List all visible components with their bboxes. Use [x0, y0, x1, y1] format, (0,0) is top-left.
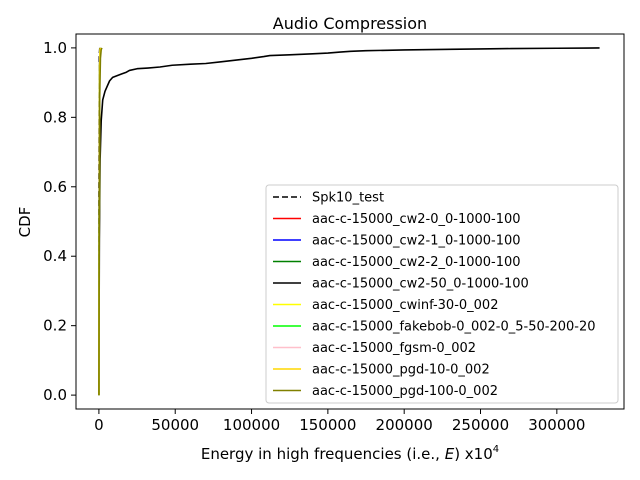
x-tick-label: 0: [94, 416, 104, 434]
x-tick-label: 200000: [376, 416, 433, 434]
x-tick-label: 150000: [299, 416, 356, 434]
y-axis-label: CDF: [16, 207, 34, 238]
x-tick-label: 50000: [151, 416, 199, 434]
legend-label: aac-c-15000_fgsm-0_002: [312, 341, 476, 356]
series-layer: [98, 47, 600, 396]
y-tick-label: 0.0: [43, 386, 67, 404]
legend-label: aac-c-15000_pgd-100-0_002: [312, 384, 498, 399]
x-axis-label: Energy in high frequencies (i.e., E) x10…: [201, 444, 499, 463]
axes-frame: [75, 33, 625, 410]
chart-title: Audio Compression: [273, 14, 427, 33]
legend: Spk10_test aac-c-15000_cw2-0_0-1000-100aa…: [265, 184, 619, 404]
series-line-10: [98, 47, 103, 396]
x-axis-ticks: 0 50000 100000 150000 200000 250000 300000: [94, 409, 585, 434]
legend-label: aac-c-15000_cw2-2_0-1000-100: [312, 255, 521, 270]
y-tick-label: 0.8: [43, 108, 67, 126]
legend-label: aac-c-15000_cw2-1_0-1000-100: [312, 234, 521, 249]
y-tick-label: 0.6: [43, 178, 67, 196]
y-tick-label: 0.2: [43, 317, 67, 335]
x-axis-label-main: Energy in high frequencies (i.e.,: [201, 445, 445, 463]
x-tick-label: 100000: [223, 416, 280, 434]
y-tick-label: 1.0: [43, 39, 67, 57]
x-axis-label-tail: ) x10: [454, 445, 493, 463]
legend-label: aac-c-15000_cw2-0_0-1000-100: [312, 212, 521, 227]
y-tick-label: 0.4: [43, 247, 67, 265]
x-axis-label-variable: E: [445, 445, 455, 463]
legend-label: aac-c-15000_pgd-10-0_002: [312, 363, 490, 378]
x-tick-label: 250000: [452, 416, 509, 434]
series-line-5: [98, 47, 600, 396]
legend-frame: [265, 184, 619, 404]
legend-label: Spk10_test: [312, 191, 384, 206]
legend-label: aac-c-15000_fakebob-0_002-0_5-50-200-20: [312, 320, 596, 335]
x-tick-label: 300000: [528, 416, 585, 434]
legend-label: aac-c-15000_cwinf-30-0_002: [312, 298, 498, 313]
plot-area: [75, 33, 625, 410]
x-axis-label-exponent: 4: [493, 444, 499, 455]
y-axis-ticks: 0.0 0.2 0.4 0.6 0.8 1.0: [43, 39, 76, 404]
legend-label: aac-c-15000_cw2-50_0-1000-100: [312, 277, 529, 292]
